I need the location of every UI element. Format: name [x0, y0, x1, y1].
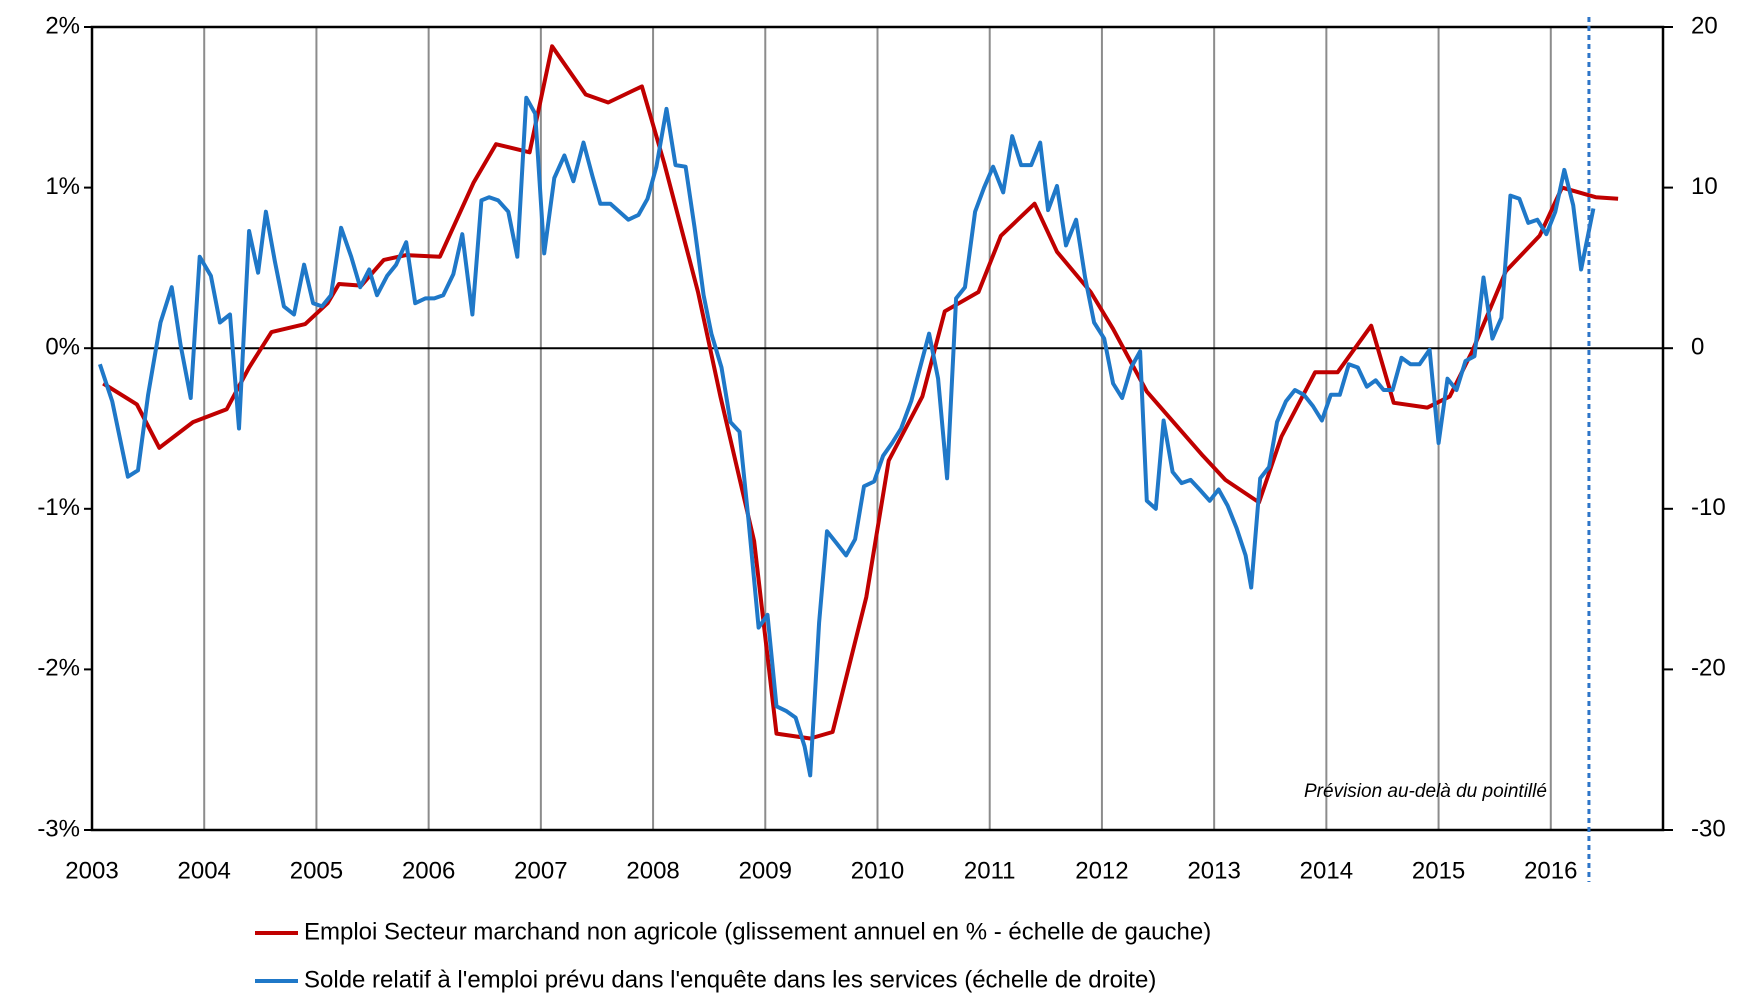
y-tick-label: -2% [37, 655, 80, 682]
y-tick-label: 0% [45, 334, 80, 361]
y2-tick-label: -30 [1691, 815, 1726, 842]
x-tick-label: 2010 [851, 857, 904, 884]
legend-label: Emploi Secteur marchand non agricole (gl… [304, 918, 1211, 945]
y-tick-label: -3% [37, 815, 80, 842]
y-tick-label: 2% [45, 12, 80, 39]
x-tick-label: 2015 [1412, 857, 1465, 884]
series-line [98, 95, 1596, 778]
x-tick-label: 2012 [1075, 857, 1128, 884]
plot-frame [90, 25, 1665, 832]
legend-label: Solde relatif à l'emploi prévu dans l'en… [304, 966, 1156, 993]
y2-tick-label: -10 [1691, 494, 1726, 521]
x-tick-label: 2003 [65, 857, 118, 884]
x-tick-label: 2008 [626, 857, 679, 884]
x-tick-label: 2014 [1300, 857, 1353, 884]
x-tick-label: 2011 [964, 857, 1016, 884]
x-tick-label: 2004 [178, 857, 231, 884]
x-tick-label: 2007 [514, 857, 567, 884]
x-tick-label: 2013 [1187, 857, 1240, 884]
series-line [102, 44, 1619, 741]
y2-tick-label: -20 [1691, 655, 1726, 682]
annotation: Prévision au-delà du pointillé [1304, 781, 1547, 802]
y2-tick-label: 10 [1691, 173, 1718, 200]
y2-tick-label: 20 [1691, 12, 1718, 39]
y-tick-label: -1% [37, 494, 80, 521]
x-tick-label: 2005 [290, 857, 343, 884]
x-tick-label: 2009 [739, 857, 792, 884]
y-tick-label: 1% [45, 173, 80, 200]
x-tick-label: 2006 [402, 857, 455, 884]
y2-tick-label: 0 [1691, 334, 1704, 361]
x-tick-label: 2016 [1524, 857, 1577, 884]
